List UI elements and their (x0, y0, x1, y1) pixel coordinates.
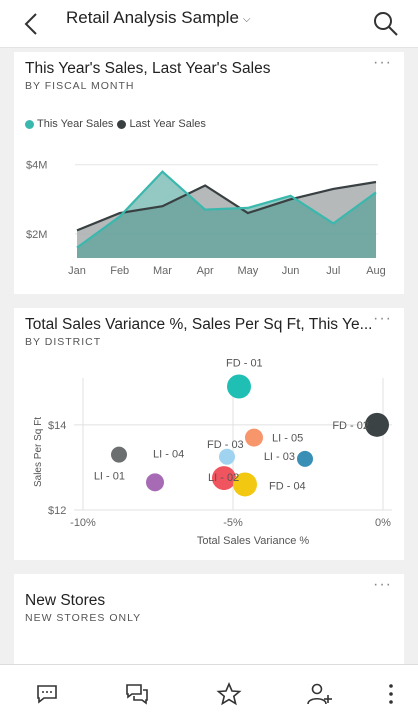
area-chart: $4M $2M Jan Feb Mar Apr May Jun Jul Aug (26, 160, 386, 277)
x-tick-label: Jan (68, 265, 86, 277)
sales-chart-tile[interactable]: ··· This Year's Sales, Last Year's Sales… (14, 52, 404, 294)
x-tick-label: -5% (223, 517, 243, 529)
comment-icon[interactable] (34, 681, 60, 707)
tile-title: This Year's Sales, Last Year's Sales (25, 60, 271, 77)
y-axis-title: Sales Per Sq Ft (33, 417, 44, 487)
x-tick-label: Jul (326, 265, 340, 277)
scatter-point (219, 448, 235, 465)
tile-subtitle: NEW STORES ONLY (25, 612, 142, 624)
more-options-icon[interactable]: ··· (373, 576, 392, 593)
more-options-icon[interactable]: ··· (373, 54, 392, 71)
x-tick-label: May (237, 265, 258, 277)
x-tick-label: -10% (70, 517, 96, 529)
scatter-point (146, 473, 164, 492)
scatter-point (297, 450, 313, 467)
x-axis-title: Total Sales Variance % (197, 535, 310, 547)
y-tick-label: $2M (26, 229, 47, 241)
point-label: FD - 02 (332, 420, 369, 432)
tile-subtitle: BY FISCAL MONTH (25, 80, 135, 92)
x-tick-label: Feb (110, 265, 129, 277)
legend-item: Last Year Sales (117, 118, 206, 130)
this-year-area (77, 171, 376, 258)
scatter-point (227, 374, 251, 399)
y-tick-label: $4M (26, 160, 47, 172)
x-tick-label: Jun (282, 265, 300, 277)
invite-user-icon[interactable] (306, 681, 332, 707)
y-tick-label: $12 (48, 505, 66, 517)
tile-title: Total Sales Variance %, Sales Per Sq Ft,… (25, 316, 373, 333)
point-label: FD - 01 (226, 358, 263, 370)
legend-label-last-year: Last Year Sales (129, 118, 206, 130)
last-year-line (76, 180, 377, 232)
x-tick-label: Aug (366, 265, 386, 277)
scatter-point (233, 472, 257, 497)
point-label: LI - 01 (94, 470, 125, 482)
more-vertical-icon[interactable] (378, 681, 404, 707)
report-title: Retail Analysis Sample (66, 8, 239, 27)
scatter-point (111, 446, 127, 463)
x-tick-label: Apr (197, 265, 214, 277)
point-label: FD - 03 (207, 439, 244, 451)
more-options-icon[interactable]: ··· (373, 310, 392, 327)
scatter-chart: $14 $12 -10% -5% 0% Total Sales Variance % Sal… (33, 358, 392, 547)
point-label: LI - 05 (272, 433, 303, 445)
x-tick-label: Mar (153, 265, 172, 277)
bottom-toolbar (0, 664, 418, 720)
legend-dot-this-year (25, 119, 34, 129)
legend-dot-last-year (117, 119, 127, 129)
scatter-point (365, 412, 389, 437)
y-tick-label: $14 (48, 420, 66, 432)
star-favorite-icon[interactable] (216, 681, 242, 707)
scatter-point (245, 428, 263, 447)
legend-item: This Year Sales (25, 118, 113, 130)
scatter-point (212, 466, 236, 491)
point-label: LI - 02 (208, 472, 239, 484)
tile-subtitle: BY DISTRICT (25, 336, 102, 348)
point-label: FD - 04 (269, 480, 306, 492)
tile-title: New Stores (25, 592, 106, 609)
back-arrow-icon[interactable] (18, 10, 46, 38)
report-title-dropdown[interactable]: Retail Analysis Sample ⌵ (66, 8, 251, 28)
search-icon[interactable] (372, 10, 400, 38)
point-label: LI - 03 (264, 451, 295, 463)
variance-scatter-tile[interactable]: ··· Total Sales Variance %, Sales Per Sq… (14, 308, 404, 560)
point-label: LI - 04 (153, 449, 184, 461)
legend-label-this-year: This Year Sales (37, 118, 114, 130)
new-stores-tile[interactable]: ··· New Stores NEW STORES ONLY (14, 574, 404, 674)
conversations-icon[interactable] (124, 681, 150, 707)
chart-legend: This Year Sales Last Year Sales (25, 118, 206, 130)
this-year-line (76, 170, 377, 249)
chevron-down-icon: ⌵ (242, 13, 251, 25)
top-bar: Retail Analysis Sample ⌵ (0, 0, 418, 48)
x-tick-label: 0% (375, 517, 391, 529)
